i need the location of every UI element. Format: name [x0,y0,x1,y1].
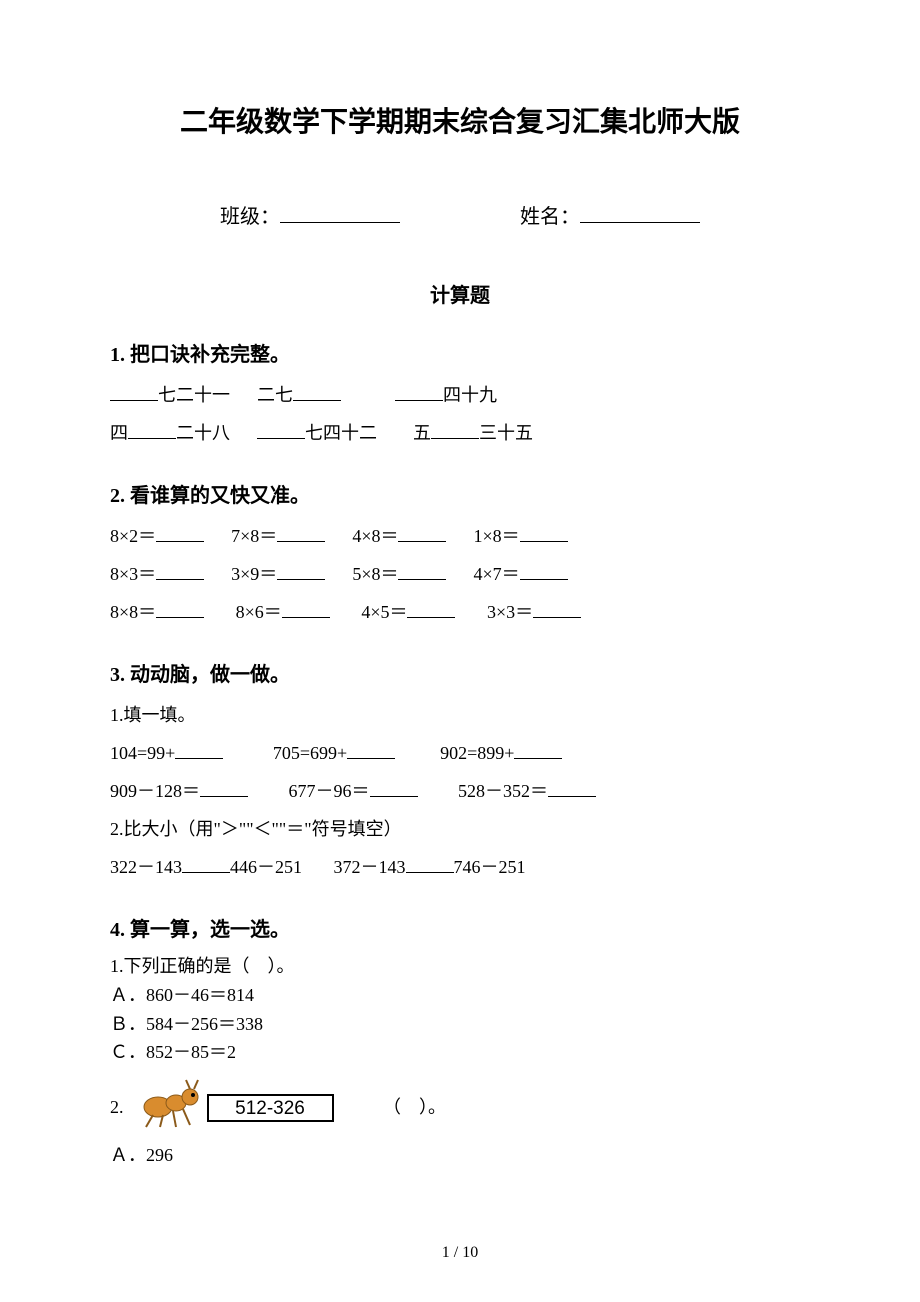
expr: 8×3＝ [110,564,156,584]
blank [533,600,581,618]
text: 七二十一 [158,385,230,405]
q1-content: 七二十一 二七 四十九 四 二十八 七四十二 五 三十五 [110,377,810,451]
q4-sub2-num: 2. [110,1097,124,1117]
blank [156,524,204,542]
q3-header: 3. 动动脑，做一做。 [110,658,810,687]
expr: 677－96＝ [289,781,370,801]
q2-header: 2. 看谁算的又快又准。 [110,479,810,508]
expr: 372－143 [334,857,406,877]
class-field: 班级： [220,200,400,229]
blank [175,741,223,759]
q3-sub2: 2.比大小（用"＞""＜""＝"符号填空） [110,811,810,847]
expr: 902=899+ [440,743,514,763]
blank [257,421,305,439]
q4-optC: Ｃ．852－85＝2 [110,1038,810,1067]
ant-icon: 512-326 [128,1077,338,1141]
class-blank [280,203,400,223]
expr: 3×9＝ [231,564,277,584]
info-row: 班级： 姓名： [110,200,810,229]
blank [520,562,568,580]
expr: 1×8＝ [473,526,519,546]
expr: 909－128＝ [110,781,200,801]
blank [370,779,418,797]
name-blank [580,203,700,223]
expr: 446－251 [230,857,302,877]
text: 三十五 [479,423,533,443]
expr: 528－352＝ [458,781,548,801]
text: 五 [413,423,431,443]
expr: 4×8＝ [352,526,398,546]
blank [520,524,568,542]
section-title: 计算题 [110,279,810,308]
blank [395,383,443,401]
expr: 8×2＝ [110,526,156,546]
blank [182,855,230,873]
q4-content: 1.下列正确的是（ ）。 Ａ．860－46＝814 Ｂ．584－256＝338 … [110,952,810,1170]
blank [110,383,158,401]
blank [277,562,325,580]
blank [406,855,454,873]
text: 四十九 [443,385,497,405]
q4-optA: Ａ．860－46＝814 [110,981,810,1010]
blank [347,741,395,759]
q4-sub1: 1.下列正确的是（ ）。 [110,952,810,981]
expr: 8×8＝ [110,602,156,622]
blank [200,779,248,797]
name-label: 姓名： [520,200,580,229]
q4-opt2A: Ａ．296 [110,1141,810,1170]
blank [398,524,446,542]
q4-optB: Ｂ．584－256＝338 [110,1010,810,1039]
blank [548,779,596,797]
expr: 4×5＝ [361,602,407,622]
blank [277,524,325,542]
text: 二七 [257,385,293,405]
expr: 322－143 [110,857,182,877]
q4-sub2-tail: （ ）。 [383,1097,446,1117]
q3-content: 1.填一填。 104=99+ 705=699+ 902=899+ 909－128… [110,697,810,885]
q3-sub1: 1.填一填。 [110,697,810,733]
class-label: 班级： [220,200,280,229]
document-title: 二年级数学下学期期末综合复习汇集北师大版 [110,100,810,140]
expr: 3×3＝ [487,602,533,622]
blank [128,421,176,439]
q4-header: 4. 算一算，选一选。 [110,913,810,942]
blank [293,383,341,401]
expr: 705=699+ [273,743,347,763]
expr: 7×8＝ [231,526,277,546]
text: 二十八 [176,423,230,443]
blank [282,600,330,618]
q1-header: 1. 把口诀补充完整。 [110,338,810,367]
box-text: 512-326 [235,1098,305,1119]
q2-content: 8×2＝ 7×8＝ 4×8＝ 1×8＝ 8×3＝ 3×9＝ 5×8＝ 4×7＝ … [110,518,810,630]
expr: 5×8＝ [352,564,398,584]
blank [407,600,455,618]
expr: 104=99+ [110,743,175,763]
text: 四 [110,423,128,443]
blank [156,562,204,580]
name-field: 姓名： [520,200,700,229]
expr: 4×7＝ [473,564,519,584]
blank [514,741,562,759]
expr: 8×6＝ [236,602,282,622]
q4-sub2-row: 2. 512-326 （ ）。 [110,1077,810,1141]
page-number: 1 / 10 [0,1244,920,1262]
blank [156,600,204,618]
blank [431,421,479,439]
blank [398,562,446,580]
text: 七四十二 [305,423,377,443]
expr: 746－251 [454,857,526,877]
